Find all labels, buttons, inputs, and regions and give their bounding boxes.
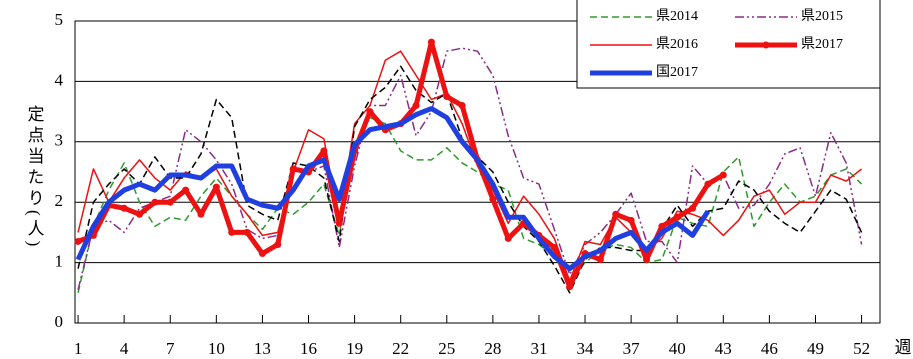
point — [427, 38, 435, 46]
point — [182, 186, 190, 194]
series-line — [77, 65, 863, 294]
point — [151, 198, 159, 206]
x-tick-label: 25 — [438, 339, 455, 358]
point — [627, 216, 635, 224]
point — [412, 102, 420, 110]
point — [212, 183, 220, 191]
x-tick-label: 7 — [166, 339, 175, 358]
series-line — [75, 106, 711, 272]
legend-label: 県2014 — [656, 9, 698, 24]
point — [504, 234, 512, 242]
point — [243, 228, 251, 236]
x-tick-label: 49 — [807, 339, 824, 358]
point — [489, 195, 497, 203]
point — [673, 213, 681, 221]
x-tick-label: 46 — [761, 339, 778, 358]
legend-dot — [762, 41, 770, 49]
y-axis-label: 定点当たり(人) — [25, 105, 45, 250]
point — [166, 198, 174, 206]
point — [658, 222, 666, 230]
point — [197, 210, 205, 218]
x-tick-label: 34 — [577, 339, 595, 358]
legend-label: 県2016 — [656, 37, 698, 52]
point — [289, 165, 297, 173]
x-tick-label: 40 — [669, 339, 686, 358]
point — [335, 219, 343, 227]
x-axis-label: 週 — [895, 338, 912, 357]
point — [719, 171, 727, 179]
x-tick-label: 13 — [254, 339, 271, 358]
point — [642, 256, 650, 264]
point — [274, 240, 282, 248]
y-tick-label: 5 — [55, 10, 64, 29]
point — [596, 256, 604, 264]
legend-label: 県2017 — [801, 37, 843, 52]
legend-label: 国2017 — [656, 65, 698, 80]
y-tick-label: 1 — [55, 252, 64, 271]
x-tick-label: 1 — [74, 339, 83, 358]
x-tick-label: 4 — [120, 339, 129, 358]
x-tick-label: 43 — [715, 339, 732, 358]
point — [443, 93, 451, 100]
plot-frame — [74, 20, 881, 324]
point — [136, 210, 144, 218]
x-tick-label: 37 — [623, 339, 641, 358]
point — [612, 210, 620, 218]
point — [550, 244, 558, 251]
x-tick-label: 22 — [392, 339, 409, 358]
point — [74, 237, 82, 245]
x-tick-label: 31 — [530, 339, 547, 358]
legend: 県2014 県2015 県2016 県2017 国2017 — [576, 0, 881, 89]
point — [228, 228, 236, 236]
y-tick-label: 3 — [55, 131, 64, 150]
x-tick-label: 19 — [346, 339, 363, 358]
point — [320, 147, 328, 155]
point — [258, 250, 266, 258]
x-tick-label: 52 — [853, 339, 870, 358]
y-tick-label: 2 — [55, 191, 64, 210]
point — [120, 204, 128, 212]
point — [689, 204, 697, 212]
point — [366, 108, 374, 116]
point — [566, 283, 574, 291]
point — [704, 180, 712, 188]
y-tick-label: 4 — [55, 70, 64, 89]
x-tick-label: 16 — [300, 339, 317, 358]
y-tick-label: 0 — [55, 312, 64, 331]
x-tick-label: 28 — [484, 339, 501, 358]
series-line — [77, 47, 863, 290]
point — [458, 102, 466, 110]
legend-label: 県2015 — [801, 9, 843, 24]
x-tick-label: 10 — [208, 339, 225, 358]
